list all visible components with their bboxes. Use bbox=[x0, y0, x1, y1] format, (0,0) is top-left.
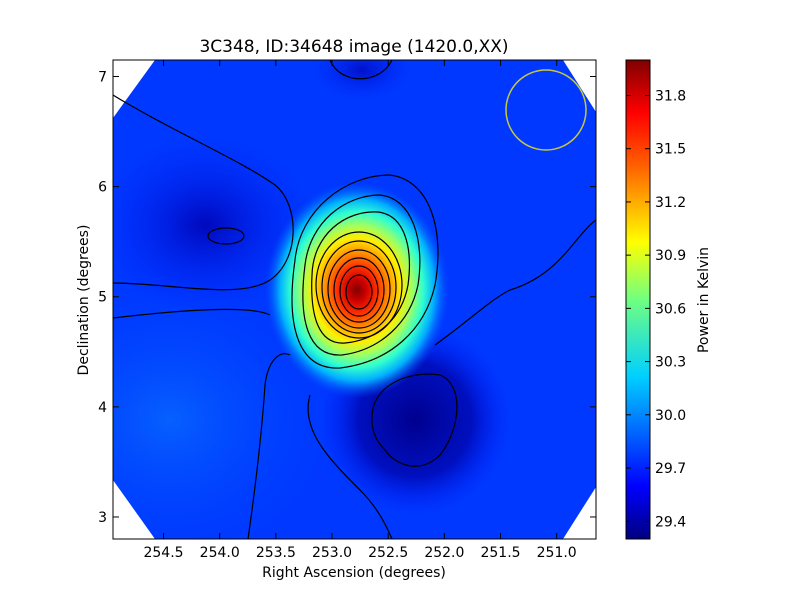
colorbar-tick-label: 30.9 bbox=[655, 248, 686, 264]
x-tick-label: 254.0 bbox=[200, 545, 240, 561]
source-peak bbox=[265, 182, 449, 398]
y-axis: 3 4 5 6 7 bbox=[98, 70, 596, 526]
colorbar-gradient bbox=[625, 59, 651, 540]
colorbar-tick-label: 30.0 bbox=[655, 408, 686, 424]
colorbar-tick-label: 31.2 bbox=[655, 195, 686, 211]
contour-vertical bbox=[247, 353, 291, 539]
heatmap-image bbox=[113, 60, 596, 539]
y-tick-label: 6 bbox=[98, 180, 107, 196]
y-tick-label: 3 bbox=[98, 510, 107, 526]
contour-mid-right bbox=[434, 219, 596, 346]
colorbar-tick-label: 30.6 bbox=[655, 301, 686, 317]
source-contours bbox=[291, 174, 439, 369]
x-tick-label: 252.0 bbox=[424, 545, 464, 561]
colorbar-ticks: 29.4 29.7 30.0 30.3 30.6 30.9 31.2 31.5 31.8 bbox=[626, 88, 686, 530]
y-tick-label: 5 bbox=[98, 290, 107, 306]
x-tick-label: 251.5 bbox=[480, 545, 520, 561]
contour-small-min bbox=[207, 227, 245, 245]
colorbar-tick-label: 30.3 bbox=[655, 355, 686, 371]
y-tick-label: 4 bbox=[98, 400, 107, 416]
dark-region-top bbox=[312, 60, 412, 100]
beam-circle bbox=[505, 69, 587, 151]
diffuse-brighter-region bbox=[113, 280, 330, 539]
x-tick-label: 253.0 bbox=[312, 545, 352, 561]
x-axis-label: Right Ascension (degrees) bbox=[262, 565, 446, 581]
contour-lines bbox=[113, 60, 596, 539]
y-tick-label: 7 bbox=[98, 70, 107, 86]
dark-region-left bbox=[113, 135, 315, 315]
x-tick-label: 252.5 bbox=[368, 545, 408, 561]
contour-left-lower bbox=[113, 308, 271, 319]
x-tick-label: 251.0 bbox=[537, 545, 577, 561]
colorbar-tick-label: 31.8 bbox=[655, 88, 686, 104]
plot-frame bbox=[112, 59, 597, 540]
colorbar-tick-label: 31.5 bbox=[655, 142, 686, 158]
colorbar-tick-label: 29.7 bbox=[655, 461, 686, 477]
colorbar: 29.4 29.7 30.0 30.3 30.6 30.9 31.2 31.5 31.8 Pow… bbox=[625, 59, 712, 540]
contour-top bbox=[329, 60, 393, 80]
colorbar-tick-label: 29.4 bbox=[655, 514, 686, 530]
x-tick-label: 253.5 bbox=[256, 545, 296, 561]
contour-bottom-center bbox=[307, 394, 393, 539]
colorbar-label: Power in Kelvin bbox=[696, 247, 712, 353]
chart-title: 3C348, ID:34648 image (1420.0,XX) bbox=[199, 37, 508, 57]
x-tick-label: 254.5 bbox=[143, 545, 183, 561]
contour-upper-left bbox=[113, 94, 294, 291]
contour-lower-min bbox=[371, 373, 458, 467]
x-axis: 254.5 254.0 253.5 253.0 252.5 252.0 251.5 251.0 bbox=[143, 60, 577, 561]
y-axis-label: Declination (degrees) bbox=[76, 225, 92, 376]
